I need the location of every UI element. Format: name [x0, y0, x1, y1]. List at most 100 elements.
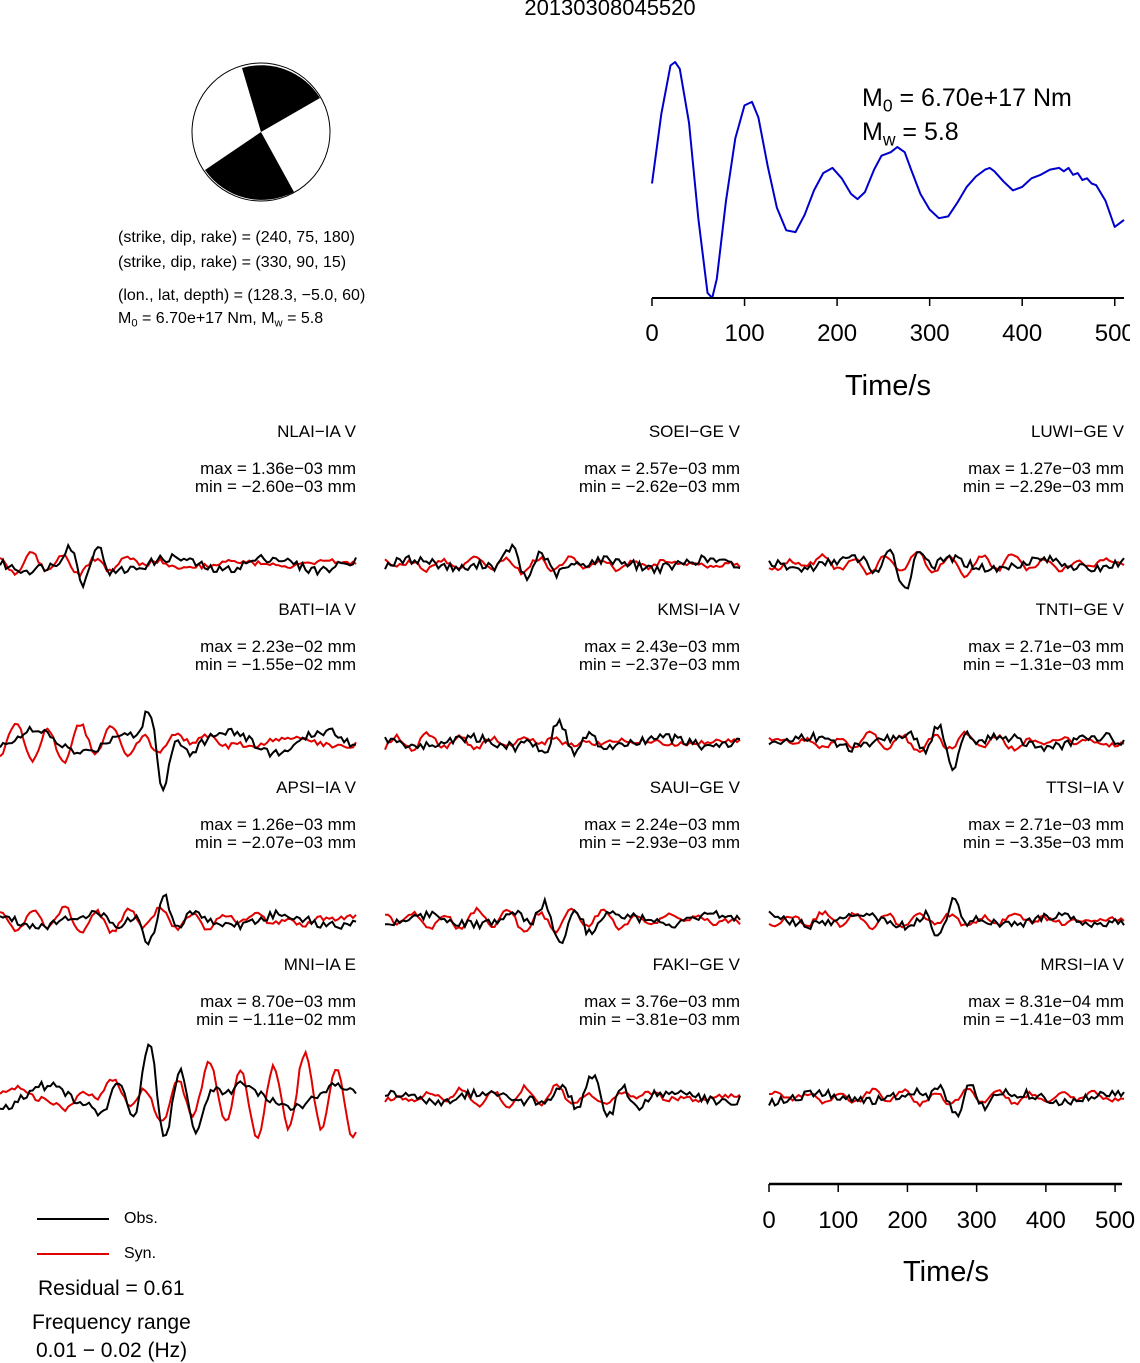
station-max-amplitude: max = 3.76e−03 mm — [584, 992, 740, 1011]
station-name: TNTI−GE V — [1035, 600, 1124, 619]
legend-syn-line — [37, 1253, 109, 1255]
station-panel — [384, 717, 741, 758]
station-max-amplitude: max = 1.27e−03 mm — [968, 459, 1124, 478]
station-name: MNI−IA E — [283, 955, 356, 974]
station-min-amplitude: min = −1.31e−03 mm — [962, 655, 1124, 674]
station-max-amplitude: max = 2.43e−03 mm — [584, 637, 740, 656]
station-name: KMSI−IA V — [657, 600, 740, 619]
station-min-amplitude: min = −2.29e−03 mm — [962, 477, 1124, 496]
stf-xlabel: Time/s — [845, 370, 931, 400]
station-max-amplitude: max = 1.26e−03 mm — [200, 815, 356, 834]
legend-obs-line — [37, 1218, 109, 1220]
station-min-amplitude: min = −2.62e−03 mm — [578, 477, 740, 496]
waveform-tick-label: 100 — [818, 1207, 858, 1234]
stf-m0-label: M0 = 6.70e+17 Nm — [862, 84, 1072, 116]
frequency-range-title: Frequency range — [32, 1311, 191, 1334]
synthetic-trace — [768, 1087, 1125, 1108]
station-max-amplitude: max = 8.70e−03 mm — [200, 992, 356, 1011]
station-min-amplitude: min = −1.41e−03 mm — [962, 1010, 1124, 1029]
station-min-amplitude: min = −1.11e−02 mm — [196, 1010, 356, 1029]
synthetic-trace — [384, 906, 741, 934]
station-max-amplitude: max = 2.71e−03 mm — [968, 637, 1124, 656]
observed-trace — [0, 1043, 357, 1138]
station-name: APSI−IA V — [276, 778, 356, 797]
observed-trace — [0, 542, 357, 590]
observed-trace — [384, 896, 741, 945]
station-min-amplitude: min = −2.60e−03 mm — [194, 477, 356, 496]
station-panel — [0, 893, 357, 947]
station-name: MRSI−IA V — [1040, 955, 1124, 974]
stf-tick-label: 0 — [645, 320, 658, 347]
synthetic-trace — [384, 730, 741, 752]
observed-trace — [0, 710, 356, 793]
station-min-amplitude: min = −3.35e−03 mm — [962, 833, 1124, 852]
observed-trace — [384, 717, 741, 758]
synthetic-trace — [0, 722, 357, 765]
station-max-amplitude: max = 2.24e−03 mm — [584, 815, 740, 834]
station-name: LUWI−GE V — [1030, 422, 1124, 441]
station-panel — [0, 710, 357, 793]
moment-magnitude-line: M0 = 6.70e+17 Nm, Mw = 5.8 — [118, 310, 324, 330]
station-panel — [0, 1043, 357, 1140]
station-max-amplitude: max = 1.36e−03 mm — [200, 459, 356, 478]
figure-title: 20130308045520 — [524, 0, 696, 20]
synthetic-trace — [0, 905, 357, 935]
observed-trace — [768, 1083, 1125, 1119]
waveform-tick-label: 300 — [957, 1207, 997, 1234]
nodal-plane-1: (strike, dip, rake) = (240, 75, 180) — [118, 229, 355, 246]
stf-tick-label: 300 — [910, 320, 950, 347]
waveform-tick-label: 400 — [1026, 1207, 1066, 1234]
station-name: FAKI−GE V — [652, 955, 740, 974]
station-max-amplitude: max = 2.57e−03 mm — [584, 459, 740, 478]
station-min-amplitude: min = −2.37e−03 mm — [578, 655, 740, 674]
synthetic-trace — [768, 909, 1125, 931]
station-name: TTSI−IA V — [1046, 778, 1124, 797]
station-name: SOEI−GE V — [648, 422, 740, 441]
stf-tick-label: 100 — [725, 320, 765, 347]
observed-trace — [384, 542, 741, 583]
observed-trace — [768, 896, 1125, 937]
station-max-amplitude: max = 2.23e−02 mm — [200, 637, 356, 656]
station-name: BATI−IA V — [278, 600, 356, 619]
station-panel — [768, 1083, 1125, 1119]
waveform-tick-label: 0 — [762, 1207, 775, 1234]
station-min-amplitude: min = −2.93e−03 mm — [578, 833, 740, 852]
station-panel — [384, 896, 741, 945]
station-panel — [768, 722, 1125, 772]
observed-trace — [768, 722, 1125, 772]
compressional-quadrant-top — [242, 65, 320, 132]
stf-tick-label: 200 — [817, 320, 857, 347]
stf-tick-label: 400 — [1002, 320, 1042, 347]
source-time-function-chart: 0 100 200 300 400 500 Time/s — [645, 61, 1130, 400]
observed-trace — [0, 893, 357, 947]
stf-mw-label: Mw = 5.8 — [862, 118, 959, 150]
stf-line — [651, 61, 1125, 299]
hypocenter-location: (lon., lat, depth) = (128.3, −5.0, 60) — [118, 287, 366, 304]
legend-syn-label: Syn. — [124, 1245, 157, 1262]
synthetic-trace — [384, 1083, 741, 1109]
observed-trace — [768, 548, 1125, 590]
station-panel — [0, 542, 357, 590]
station-panel — [384, 542, 741, 583]
residual-label: Residual = 0.61 — [38, 1277, 185, 1300]
observed-trace — [384, 1073, 741, 1119]
stf-tick-label: 500 — [1095, 320, 1130, 347]
station-min-amplitude: min = −2.07e−03 mm — [194, 833, 356, 852]
waveform-tick-label: 200 — [887, 1207, 927, 1234]
compressional-quadrant-bottom — [205, 132, 294, 200]
focal-mechanism-beachball — [191, 62, 331, 202]
waveform-tick-label: 500 — [1095, 1207, 1135, 1234]
station-panel — [384, 1073, 741, 1119]
station-panel — [768, 896, 1125, 937]
station-min-amplitude: min = −1.55e−02 mm — [194, 655, 356, 674]
station-name: NLAI−IA V — [277, 422, 356, 441]
station-max-amplitude: max = 2.71e−03 mm — [968, 815, 1124, 834]
station-max-amplitude: max = 8.31e−04 mm — [968, 992, 1124, 1011]
station-panel — [768, 548, 1125, 590]
waveform-xlabel: Time/s — [903, 1256, 989, 1288]
synthetic-trace — [0, 1049, 357, 1140]
station-name: SAUI−GE V — [649, 778, 740, 797]
station-min-amplitude: min = −3.81e−03 mm — [578, 1010, 740, 1029]
nodal-plane-2: (strike, dip, rake) = (330, 90, 15) — [118, 254, 347, 271]
